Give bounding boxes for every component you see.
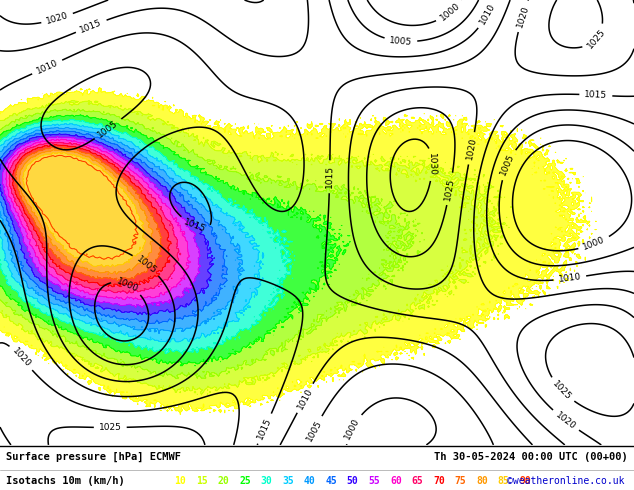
Text: Isotachs 10m (km/h): Isotachs 10m (km/h) [6, 476, 125, 486]
Text: 1000: 1000 [115, 276, 139, 294]
Text: 30: 30 [261, 476, 273, 486]
Text: 1020: 1020 [45, 11, 70, 26]
Text: 1005: 1005 [499, 152, 516, 177]
Text: 35: 35 [282, 476, 294, 486]
Text: 1015: 1015 [79, 18, 103, 34]
Text: 65: 65 [411, 476, 424, 486]
Text: 1020: 1020 [515, 4, 531, 28]
Text: 85: 85 [498, 476, 510, 486]
Text: Surface pressure [hPa] ECMWF: Surface pressure [hPa] ECMWF [6, 452, 181, 462]
Text: 1020: 1020 [554, 410, 578, 431]
Text: 1005: 1005 [389, 36, 413, 47]
Text: 20: 20 [217, 476, 230, 486]
Text: 1010: 1010 [558, 272, 582, 284]
Text: 1005: 1005 [96, 119, 120, 139]
Text: 1000: 1000 [438, 1, 462, 23]
Text: 1020: 1020 [10, 346, 32, 369]
Text: 60: 60 [390, 476, 402, 486]
Text: 1010: 1010 [478, 2, 497, 26]
Text: 1025: 1025 [444, 177, 456, 201]
Text: 1010: 1010 [35, 58, 60, 76]
Text: 1000: 1000 [343, 416, 361, 441]
Text: 40: 40 [304, 476, 316, 486]
Text: 1015: 1015 [256, 416, 273, 441]
Text: 45: 45 [325, 476, 337, 486]
Text: 1015: 1015 [584, 90, 607, 100]
Text: 1025: 1025 [99, 423, 122, 432]
Text: 10: 10 [174, 476, 186, 486]
Text: 70: 70 [433, 476, 445, 486]
Text: 50: 50 [347, 476, 359, 486]
Text: 1020: 1020 [465, 136, 478, 160]
Text: 55: 55 [368, 476, 380, 486]
Text: 1005: 1005 [134, 254, 158, 275]
Text: 1005: 1005 [304, 418, 323, 442]
Text: 1025: 1025 [551, 379, 573, 402]
Text: 15: 15 [196, 476, 208, 486]
Text: 1015: 1015 [325, 165, 334, 188]
Text: 25: 25 [239, 476, 251, 486]
Text: Th 30-05-2024 00:00 UTC (00+00): Th 30-05-2024 00:00 UTC (00+00) [434, 452, 628, 462]
Text: 1025: 1025 [585, 27, 607, 50]
Text: 90: 90 [519, 476, 531, 486]
Text: 1010: 1010 [295, 386, 314, 411]
Text: ©weatheronline.co.uk: ©weatheronline.co.uk [507, 476, 624, 486]
Text: 75: 75 [455, 476, 467, 486]
Text: 1000: 1000 [582, 235, 607, 252]
Text: 80: 80 [476, 476, 488, 486]
Text: 1030: 1030 [427, 153, 437, 176]
Text: 1015: 1015 [183, 218, 207, 234]
